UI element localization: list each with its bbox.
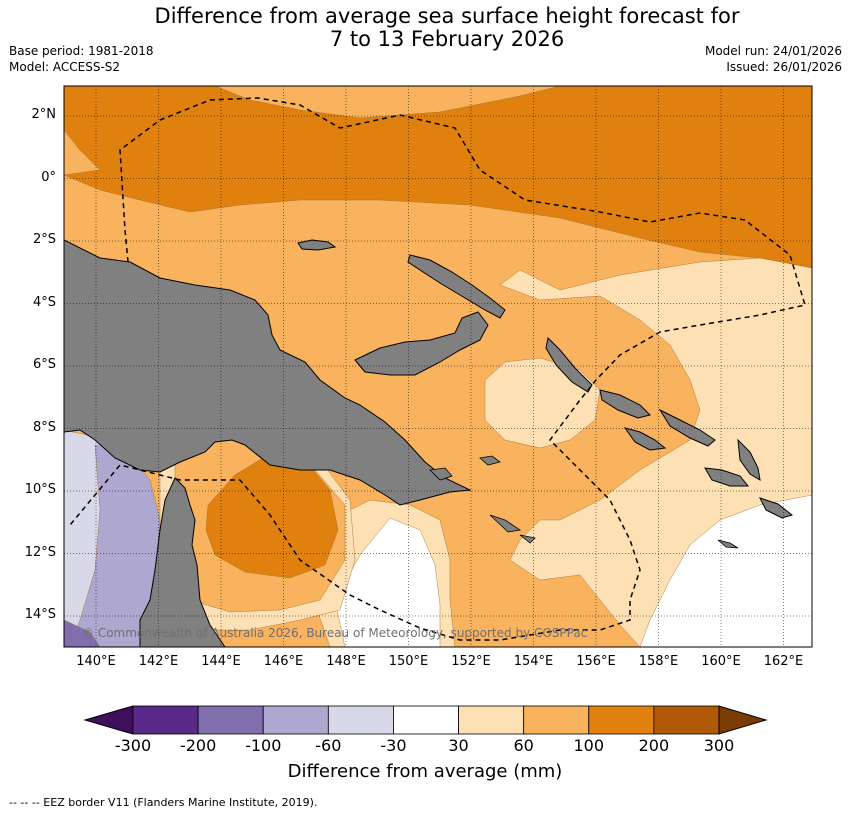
land-manus [297, 239, 337, 251]
colorbar-tick-label: -300 [114, 736, 152, 755]
land-choiseul [599, 389, 651, 419]
lat-label: 4°S [32, 294, 56, 310]
copyright-notice: © Commonwealth of Australia 2026, Bureau… [82, 626, 588, 640]
map-frame [63, 85, 813, 648]
lon-label: 140°E [76, 654, 116, 669]
map-title-line-2: 7 to 13 February 2026 [329, 27, 565, 51]
lon-label: 162°E [763, 654, 804, 669]
land-rennell [717, 539, 739, 549]
lon-label: 152°E [451, 654, 491, 669]
base-period: Base period: 1981-2018 [9, 44, 154, 58]
colorbar-segment [393, 705, 459, 735]
lat-label: 0° [41, 169, 56, 185]
land-louisiade [489, 514, 522, 533]
colorbar-tick-label: 30 [448, 736, 469, 755]
colorbar-segment [523, 705, 590, 735]
land-new-britain [354, 311, 489, 376]
land-new-georgia [623, 427, 667, 451]
model-name: Model: ACCESS-S2 [9, 60, 121, 74]
lon-label: 154°E [513, 654, 554, 669]
band-neutral-south [334, 517, 441, 647]
colorbar-segment [458, 705, 525, 735]
colorbar-tick-label: 60 [513, 736, 534, 755]
lon-label: 160°E [701, 654, 741, 669]
lat-label: 8°S [32, 419, 56, 435]
lon-label: 158°E [638, 654, 679, 669]
colorbar [83, 705, 768, 735]
colorbar-arrow-low [83, 705, 134, 735]
land-trobriand-islands [479, 455, 501, 466]
lon-label: 142°E [138, 654, 179, 669]
land-new-ireland [407, 254, 506, 319]
graticule [64, 86, 812, 647]
colorbar-tick-label: -100 [245, 736, 282, 755]
lon-label: 146°E [263, 654, 304, 669]
land-cape-york [139, 477, 226, 647]
land-guadalcanal [704, 467, 750, 487]
colorbar-tick-label: -60 [315, 736, 342, 755]
eez-border [69, 97, 806, 641]
band-neutral-se [639, 494, 812, 647]
lon-label: 148°E [326, 654, 366, 669]
colorbar-segment [327, 705, 394, 735]
colorbar-tick-label: 100 [573, 736, 605, 755]
colorbar-tick-label: 200 [638, 736, 670, 755]
colorbar-tick-label: 300 [703, 736, 735, 755]
colorbar-segment [197, 705, 264, 735]
lat-label: 6°S [32, 357, 56, 372]
lat-label: 12°S [24, 544, 56, 560]
land-santa-isabel [658, 408, 716, 447]
land-malaita [737, 438, 761, 481]
land-dentrecasteaux [429, 467, 453, 481]
lat-label: 2°N [31, 107, 57, 122]
band-minus-100-200 [64, 619, 101, 647]
map-title-line-1: Difference from average sea surface heig… [154, 4, 740, 28]
colorbar-arrow-high [718, 705, 768, 735]
footnote: -- -- -- EEZ border V11 (Flanders Marine… [9, 796, 318, 809]
issued-date: Issued: 26/01/2026 [726, 60, 842, 74]
band-60-100-nw [64, 129, 101, 176]
map-area [64, 86, 812, 647]
lon-label: 156°E [576, 654, 616, 669]
colorbar-segment [132, 705, 199, 735]
land-new-guinea [64, 239, 472, 506]
lat-label: 14°S [24, 607, 56, 622]
colorbar-segment [653, 705, 720, 735]
meta-left: Base period: 1981-2018 Model: ACCESS-S2 [9, 43, 154, 75]
colorbar-segment [262, 705, 329, 735]
colorbar-segment [588, 705, 655, 735]
colorbar-title: Difference from average (mm) [287, 761, 563, 782]
lat-label: 10°S [24, 482, 56, 497]
colorbar-tick-label: -200 [179, 736, 217, 755]
land-makira [759, 497, 794, 519]
colorbar-tick-label: -30 [380, 736, 407, 755]
lon-label: 150°E [388, 654, 429, 669]
lat-label: 2°S [32, 232, 56, 247]
meta-right: Model run: 24/01/2026 Issued: 26/01/2026 [705, 43, 842, 75]
model-run: Model run: 24/01/2026 [704, 44, 842, 58]
lon-label: 144°E [201, 654, 241, 669]
land-bougainville [545, 336, 593, 393]
land-tagula [519, 534, 536, 544]
